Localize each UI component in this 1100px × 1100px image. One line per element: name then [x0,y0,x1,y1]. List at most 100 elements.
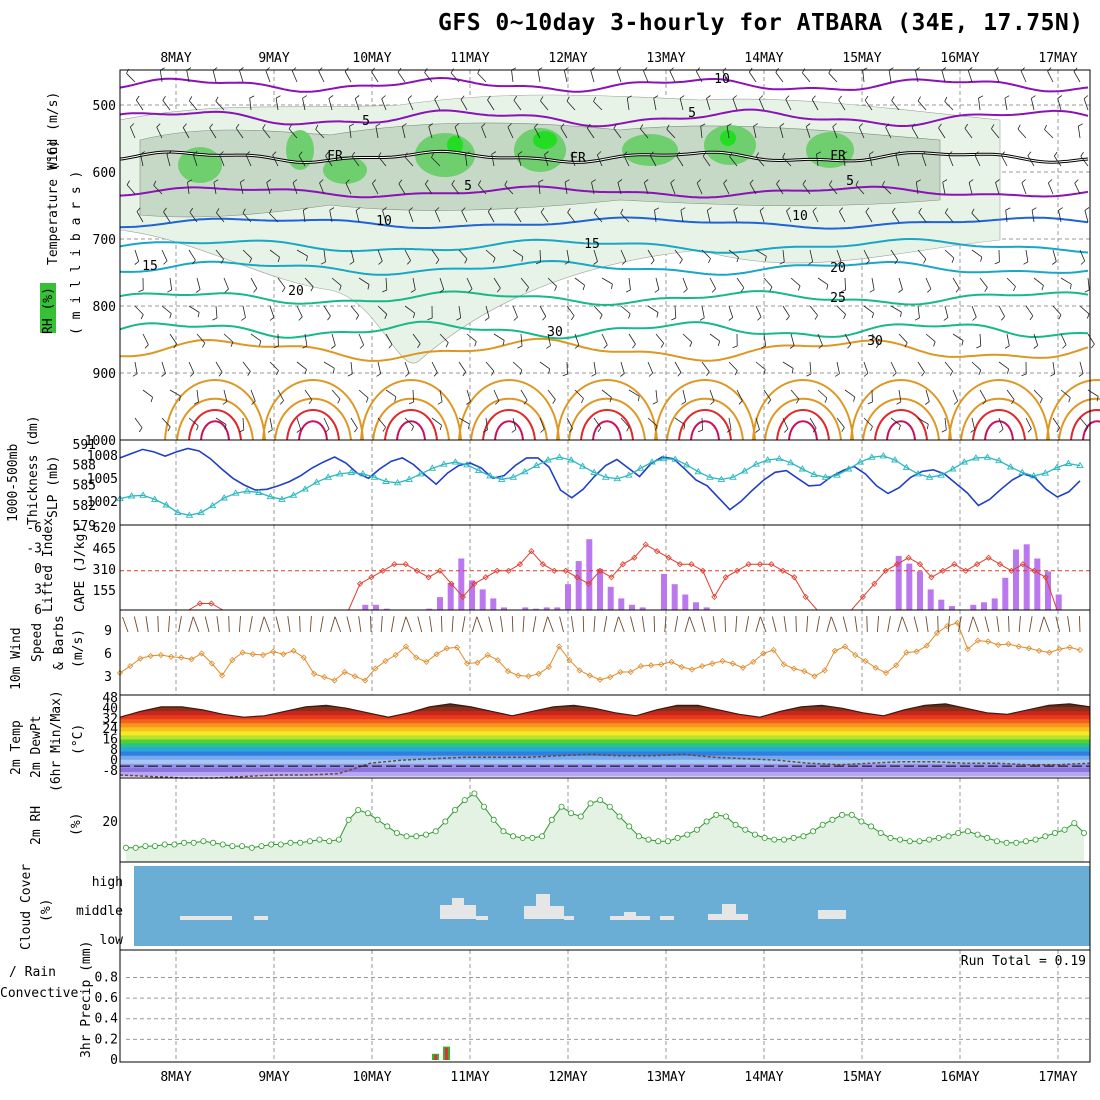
li-tick: 0 [34,562,42,577]
thickness-point [868,453,876,460]
wind-barb [915,70,919,83]
wind-barb [809,249,814,262]
wind-barb [702,155,711,167]
thickness-point [729,473,737,480]
wind-barb [520,389,528,401]
wind-barb [620,361,625,374]
wind-barb [424,183,433,195]
wind-barb-feather [126,180,130,186]
thickness-point [474,466,483,473]
wind-speed-point [1015,643,1022,650]
wind-barb-feather [648,372,653,377]
wind-speed-point [494,657,501,664]
temp-band [120,743,1090,749]
wind-barb [1052,249,1057,262]
wind-barb-feather [288,124,292,130]
wind-barb [755,249,767,257]
wind-barb-feather [394,396,397,402]
wind-barb [188,100,198,111]
wind-barb [991,128,1000,139]
wind-barb-feather [382,207,387,211]
wind-barb [566,249,570,262]
wind-barb [408,210,414,223]
wind-barb [864,99,873,111]
wind-speed-point [208,660,215,667]
wind-barb-feather [435,259,440,265]
wind-barb-feather [349,261,355,265]
rh-2m-point [790,834,797,841]
rh-2m-point [123,844,130,851]
wind-speed-point [178,654,185,661]
wind-barb [566,305,575,316]
rh-2m-point [403,833,410,840]
wind-barb [275,98,279,111]
thickness-point [891,456,899,463]
temp-contour-45 [690,420,720,441]
wind-barb [188,417,199,427]
wind-barb [323,249,326,262]
lifted-index-point [631,554,638,561]
cloud-cover-label: Cloud Cover [19,864,34,950]
wind-barb-feather [359,344,364,349]
wind-barb-feather [923,258,927,264]
thickness-point [995,456,1003,464]
wind-barb-feather [999,428,1004,433]
wind-barb [838,99,846,111]
wind-barb-feather [517,151,523,155]
rh-2m-point [190,839,197,846]
wind-barb [871,277,875,290]
wind-barb [925,389,930,402]
wind-barb-feather [242,208,246,214]
wind-barb-feather [216,208,220,213]
wind-barb-feather [824,397,828,403]
wind-barb-feather [921,151,927,156]
lifted-index-point [448,580,455,587]
wind-barb [817,389,828,399]
wind-barb-feather [838,95,843,101]
wind-barb-feather [759,207,765,212]
wind-barb-feather [801,68,806,74]
wind-barb [355,210,360,223]
wind-barb-feather [970,429,975,433]
wind-barb-feather [806,373,812,377]
wind-barb-feather [495,400,500,405]
wind-barb-feather [839,207,843,212]
wind-barb [434,210,441,223]
wind-speed-point [842,643,849,650]
wind-speed-point [270,648,277,655]
wind-barb [1057,98,1062,111]
wind-barb [434,99,441,111]
wind-barb [728,417,732,430]
lifted-index-point [894,561,901,568]
wind-barb-feather [869,289,875,293]
wind-barb-feather [345,179,350,184]
wind-barb-feather [732,95,737,100]
wind-barb-feather [710,400,715,405]
wind-barb [182,127,190,139]
wind-barb [809,361,812,375]
wind-speed-point [372,665,379,672]
wind-barb-feather [1057,95,1062,99]
contour-label: 5 [464,179,472,194]
wind-speed-point [453,644,461,651]
wind-barb [647,417,658,427]
temp-tick: -8 [102,764,118,779]
wind-barb [485,305,490,318]
wind-barb [971,361,982,371]
wind-barb [382,210,387,223]
wind-barb-feather [328,95,334,99]
wind-barb [709,333,720,342]
wind-barb [424,72,433,83]
wind-barb [375,126,379,139]
rh-2m-units-label: (%) [69,813,84,836]
wind-barb-feather [613,123,617,129]
wind-barb-feather [796,398,800,404]
wind-barb-feather [891,207,896,213]
wind-barb [439,333,449,343]
wind-barb [782,157,792,167]
wind-barb [696,182,703,195]
wind-barb [723,183,730,195]
wind-barb-feather [542,316,547,321]
page-title: GFS 0~10day 3-hourly for ATBARA (34E, 17… [438,10,1084,36]
thickness-line [119,455,1081,516]
